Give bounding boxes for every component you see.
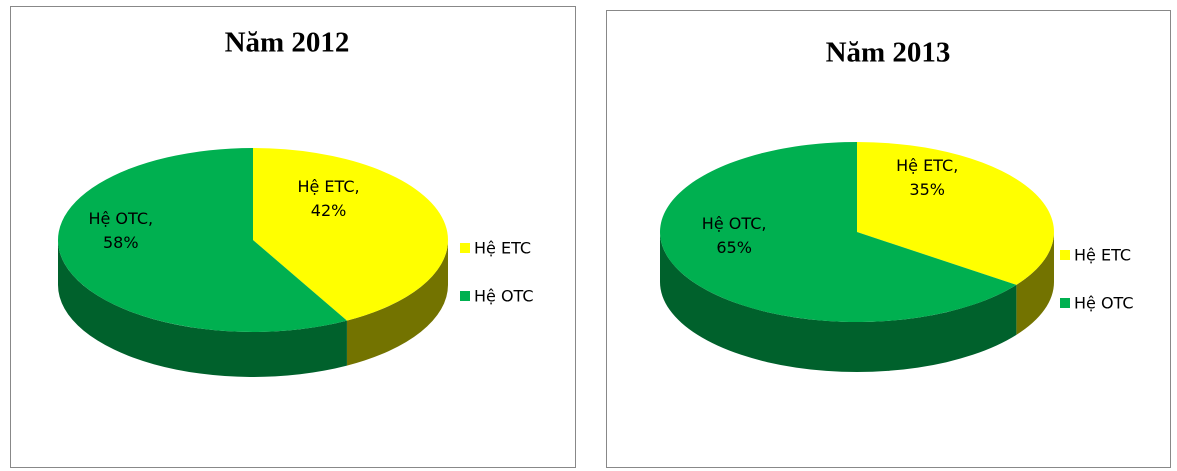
legend-swatch [1060, 250, 1070, 260]
slice [57, 148, 347, 332]
chart-title: Năm 2012 [225, 27, 350, 59]
legend-label: Hệ ETC [1074, 245, 1132, 265]
data-label: Hệ ETC, 35% [896, 156, 959, 200]
legend-swatch [1060, 298, 1070, 308]
legend-label: Hệ OTC [1074, 293, 1134, 313]
slice-side [1016, 232, 1054, 335]
data-label: Hệ OTC, 65% [701, 213, 767, 257]
slice [253, 148, 448, 321]
legend-label: Hệ ETC [474, 238, 532, 258]
legend-swatch [460, 243, 470, 253]
data-label: Hệ ETC, 42% [297, 176, 360, 220]
slice [857, 142, 1054, 285]
slice-side [58, 240, 347, 377]
chart-title: Năm 2013 [826, 37, 951, 69]
data-label: Hệ OTC, 58% [88, 209, 154, 253]
slice-side [659, 232, 1017, 372]
chart-frame [606, 10, 1171, 468]
legend-label: Hệ OTC [474, 286, 534, 306]
legend-swatch [460, 291, 470, 301]
chart-frame [10, 6, 576, 468]
slice-side [346, 240, 448, 366]
slice [659, 142, 1017, 322]
